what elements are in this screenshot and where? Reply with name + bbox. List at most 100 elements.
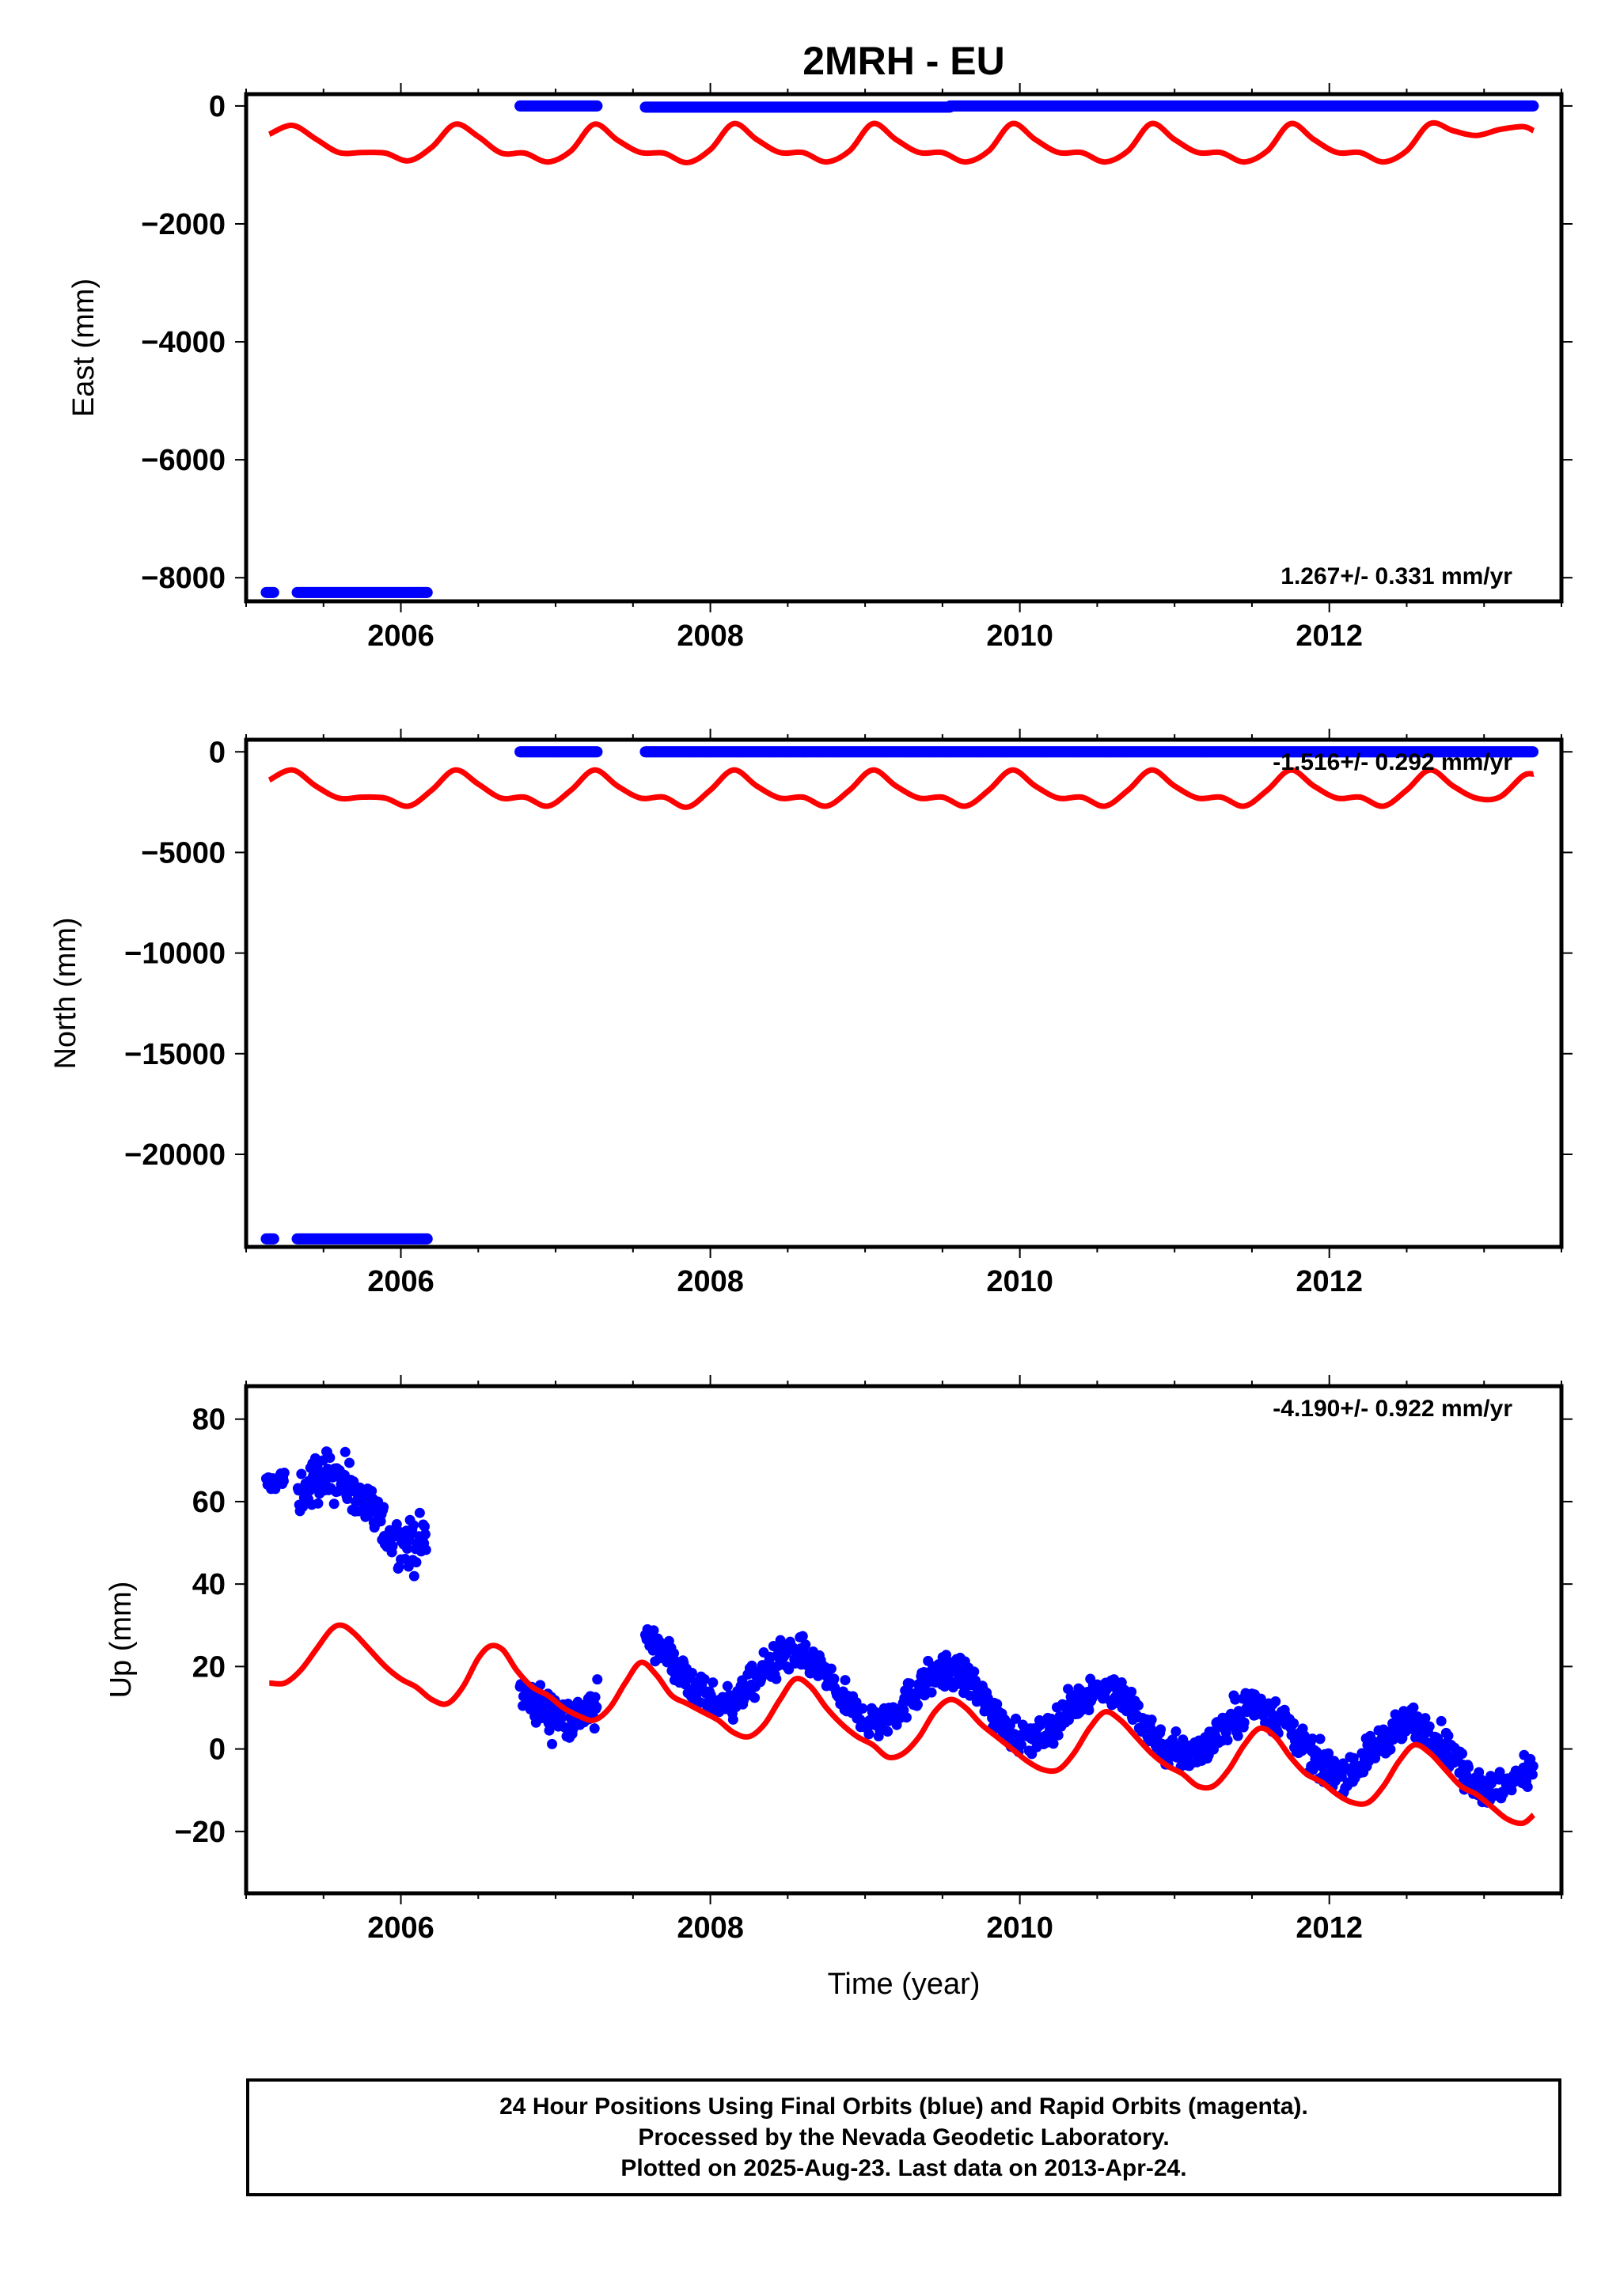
- data-point: [267, 586, 279, 598]
- data-point: [419, 1521, 431, 1532]
- data-point: [1323, 1748, 1334, 1759]
- data-point: [590, 1692, 601, 1703]
- y-axis-label: Up (mm): [104, 1582, 138, 1699]
- data-point: [699, 1673, 710, 1684]
- y-tick-label: 0: [209, 736, 226, 769]
- data-point: [421, 1233, 433, 1245]
- data-point: [992, 1699, 1003, 1710]
- x-tick-label: 2012: [1296, 1911, 1363, 1945]
- panel-2: 2006 2008 2010 2012 0 −5000 −10000 −15000 −20000…: [49, 729, 1573, 1298]
- data-point: [1527, 1769, 1538, 1780]
- y-tick-label: 0: [209, 90, 226, 123]
- y-tick-label: 40: [192, 1568, 226, 1601]
- data-point: [324, 1453, 336, 1464]
- data-point: [722, 1680, 733, 1692]
- x-tick-label: 2008: [677, 619, 744, 653]
- plot-area: [260, 100, 1539, 598]
- data-point: [857, 1703, 868, 1714]
- data-point: [411, 1557, 422, 1568]
- data-point: [768, 1641, 779, 1652]
- data-point: [414, 1507, 425, 1518]
- data-point: [840, 1675, 851, 1686]
- x-tick-label: 2010: [986, 1265, 1053, 1298]
- data-point: [327, 1472, 338, 1483]
- rate-annotation: -4.190+/- 0.922 mm/yr: [1273, 1396, 1512, 1422]
- data-point: [1239, 1717, 1250, 1728]
- data-point: [825, 1663, 837, 1674]
- data-point: [408, 1570, 419, 1582]
- data-point: [402, 1543, 413, 1554]
- data-point: [1408, 1702, 1419, 1713]
- y-tick-label: −4000: [141, 326, 226, 359]
- x-tick-label: 2010: [986, 619, 1053, 653]
- data-point: [771, 1673, 782, 1684]
- data-point: [344, 1457, 355, 1468]
- plot-area: [260, 1446, 1538, 1827]
- y-tick-label: −15000: [124, 1038, 226, 1071]
- data-point: [408, 1520, 419, 1531]
- y-tick-label: 20: [192, 1650, 226, 1684]
- data-point: [1132, 1700, 1144, 1711]
- x-axis-label: Time (year): [828, 1968, 981, 2001]
- data-point: [686, 1668, 697, 1679]
- data-point: [1048, 1738, 1059, 1749]
- data-point: [1527, 746, 1539, 758]
- y-tick-label: 0: [209, 1733, 226, 1767]
- plot-frame: [244, 737, 1564, 1249]
- data-point: [1463, 1762, 1474, 1773]
- data-point: [1011, 1713, 1022, 1724]
- data-point: [1167, 1734, 1178, 1745]
- data-point: [1527, 1760, 1538, 1771]
- caption-line-1: 24 Hour Positions Using Final Orbits (bl…: [499, 2093, 1308, 2120]
- data-point: [421, 586, 433, 598]
- x-tick-label: 2006: [367, 619, 434, 653]
- rate-annotation: 1.267+/- 0.331 mm/yr: [1280, 563, 1512, 589]
- data-point: [591, 100, 603, 112]
- data-point: [1385, 1744, 1396, 1755]
- data-point: [1522, 1782, 1533, 1793]
- plot-frame: [244, 92, 1564, 604]
- x-tick-label: 2012: [1296, 1265, 1363, 1298]
- panel-3: 2006 2008 2010 2012 80 60 40 20 0 −20 Up (mm) -4.19…: [104, 1375, 1573, 1945]
- data-point: [905, 1678, 916, 1689]
- data-point: [328, 1498, 340, 1510]
- data-point: [547, 1738, 558, 1749]
- data-point: [296, 1468, 307, 1480]
- data-point: [1063, 1684, 1074, 1695]
- data-point: [358, 1491, 369, 1502]
- data-point: [912, 1699, 923, 1711]
- data-point: [1053, 1730, 1064, 1741]
- y-tick-label: 60: [192, 1486, 226, 1519]
- data-point: [800, 1639, 811, 1650]
- x-tick-label: 2010: [986, 1911, 1053, 1945]
- plot-frame: [244, 1384, 1564, 1896]
- data-point: [901, 1712, 912, 1723]
- data-point: [749, 1692, 761, 1703]
- y-tick-label: −6000: [141, 444, 226, 477]
- x-tick-label: 2006: [367, 1911, 434, 1945]
- data-point: [363, 1509, 374, 1520]
- data-point: [591, 1702, 602, 1713]
- data-point: [1270, 1696, 1281, 1707]
- data-point: [1146, 1714, 1157, 1726]
- data-point: [298, 1502, 309, 1513]
- model-line: [267, 767, 1535, 810]
- panel-1: 2006 2008 2010 2012 0 −2000 −4000 −6000 −8000 Eas…: [67, 83, 1573, 653]
- x-tick-label: 2008: [677, 1265, 744, 1298]
- y-tick-label: −2000: [141, 208, 226, 241]
- data-point: [1457, 1749, 1468, 1759]
- y-axis-label: North (mm): [49, 917, 82, 1069]
- data-point: [863, 1729, 874, 1740]
- y-axis-label: East (mm): [67, 278, 101, 417]
- data-point: [592, 1674, 603, 1685]
- data-point: [773, 1660, 784, 1671]
- data-point: [1083, 1705, 1095, 1716]
- y-tick-label: −8000: [141, 562, 226, 595]
- data-point: [387, 1540, 398, 1552]
- data-point: [1424, 1721, 1435, 1732]
- y-tick-label: −10000: [124, 938, 226, 971]
- data-point: [969, 1666, 980, 1677]
- y-tick-label: 80: [192, 1404, 226, 1437]
- data-point: [420, 1544, 431, 1555]
- data-point: [1443, 1730, 1454, 1741]
